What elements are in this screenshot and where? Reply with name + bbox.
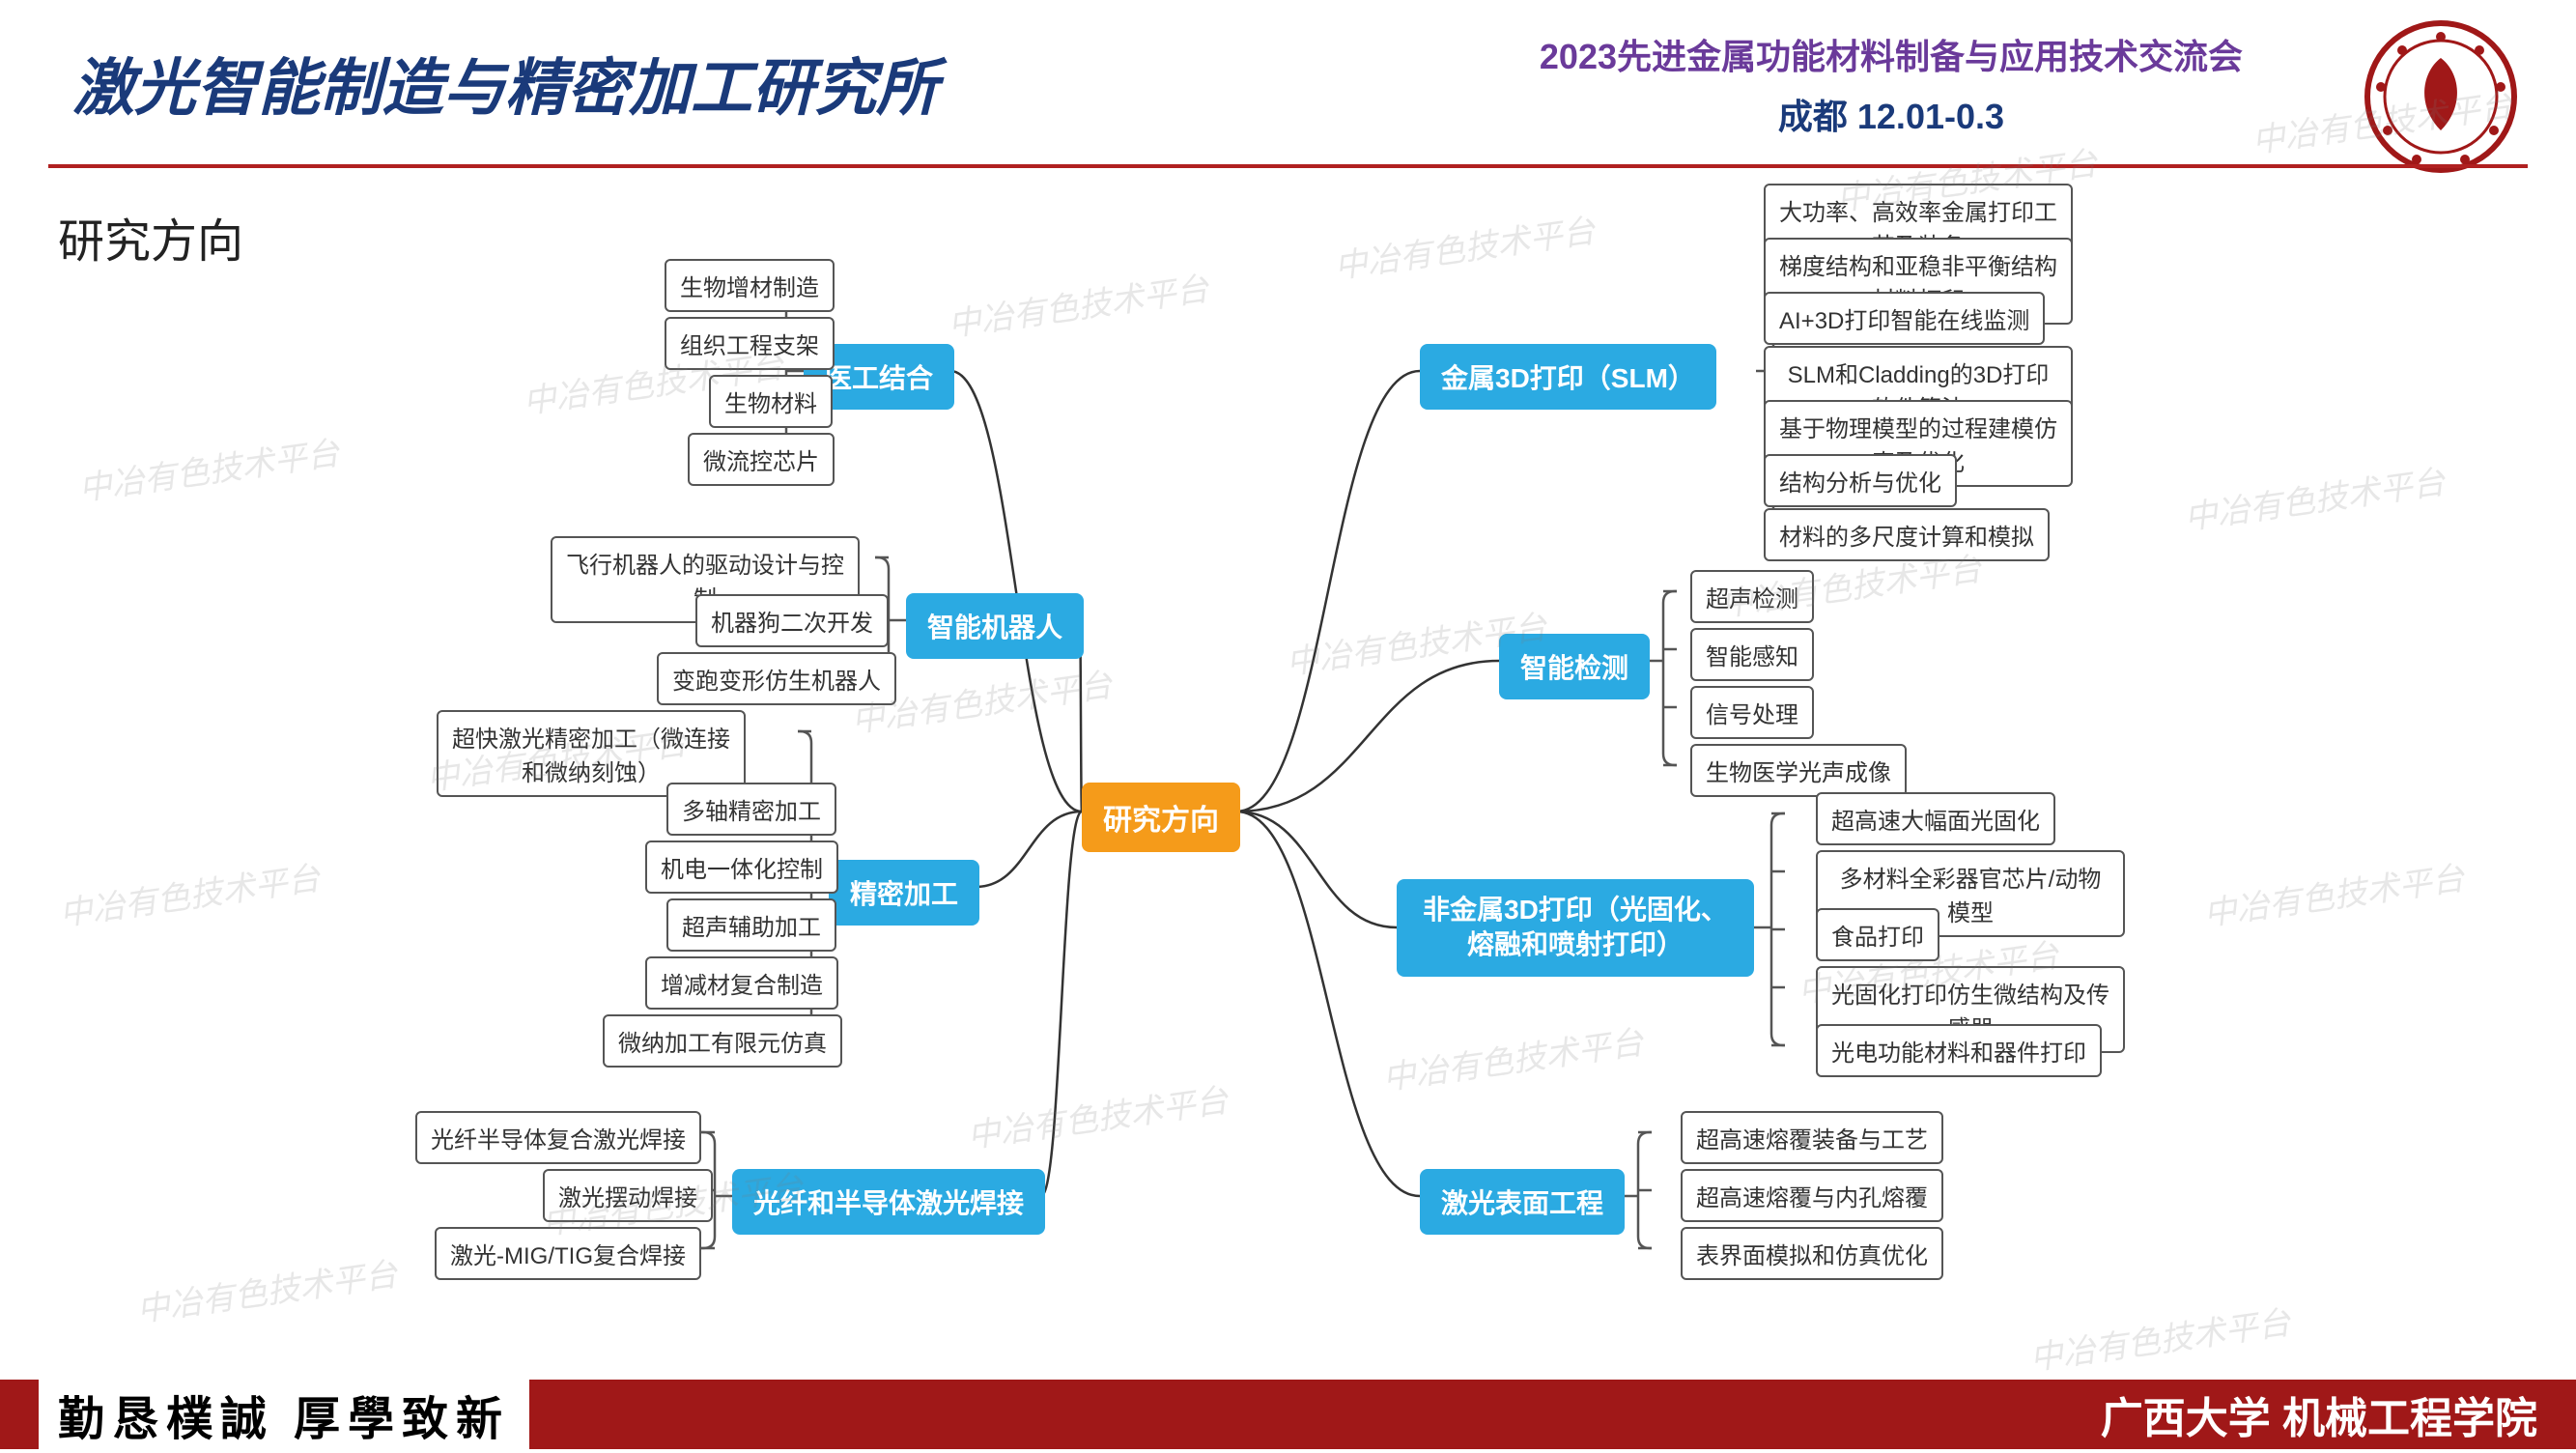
center-node: 研究方向	[1082, 783, 1240, 852]
leaf-node: 生物医学光声成像	[1690, 744, 1907, 797]
conference-name: 2023先进金属功能材料制备与应用技术交流会	[1540, 29, 2243, 79]
leaf-node: 材料的多尺度计算和模拟	[1764, 508, 2050, 561]
leaf-node: 增减材复合制造	[645, 956, 838, 1010]
leaf-node: 超高速熔覆装备与工艺	[1681, 1111, 1943, 1164]
leaf-node: 机电一体化控制	[645, 840, 838, 894]
leaf-node: 多轴精密加工	[666, 783, 836, 836]
footer-bar: 勤恳樸誠 厚學致新 广西大学 机械工程学院	[0, 1380, 2576, 1449]
leaf-node: 微纳加工有限元仿真	[603, 1014, 842, 1068]
motto-text: 勤恳樸誠 厚學致新	[39, 1376, 529, 1453]
leaf-node: 激光摆动焊接	[543, 1169, 713, 1222]
header-divider	[48, 164, 2528, 168]
leaf-node: 结构分析与优化	[1764, 454, 1957, 507]
branch-node: 金属3D打印（SLM）	[1420, 344, 1716, 410]
leaf-node: 超声辅助加工	[666, 898, 836, 952]
leaf-node: 生物增材制造	[665, 259, 835, 312]
leaf-node: 机器狗二次开发	[695, 594, 889, 647]
leaf-node: 食品打印	[1816, 908, 1939, 961]
leaf-node: 光电功能材料和器件打印	[1816, 1024, 2102, 1077]
conference-block: 2023先进金属功能材料制备与应用技术交流会 成都 12.01-0.3	[1540, 29, 2243, 139]
leaf-node: 激光-MIG/TIG复合焊接	[435, 1227, 701, 1280]
leaf-node: 超高速大幅面光固化	[1816, 792, 2055, 845]
branch-node: 智能检测	[1499, 634, 1650, 699]
leaf-node: 变跑变形仿生机器人	[657, 652, 896, 705]
branch-node: 智能机器人	[906, 593, 1084, 659]
leaf-node: 超高速熔覆与内孔熔覆	[1681, 1169, 1943, 1222]
mindmap-diagram: 研究方向医工结合生物增材制造组织工程支架生物材料微流控芯片智能机器人飞行机器人的…	[0, 184, 2576, 1343]
leaf-node: 光纤半导体复合激光焊接	[415, 1111, 701, 1164]
conference-location: 成都 12.01-0.3	[1540, 89, 2243, 139]
leaf-node: 生物材料	[709, 375, 833, 428]
branch-node: 激光表面工程	[1420, 1169, 1625, 1235]
leaf-node: AI+3D打印智能在线监测	[1764, 292, 2045, 345]
header: 激光智能制造与精密加工研究所 2023先进金属功能材料制备与应用技术交流会 成都…	[0, 0, 2576, 164]
leaf-node: 超声检测	[1690, 570, 1814, 623]
school-name: 广西大学 机械工程学院	[2101, 1383, 2537, 1445]
branch-node: 精密加工	[829, 860, 979, 926]
branch-node: 光纤和半导体激光焊接	[732, 1169, 1045, 1235]
leaf-node: 信号处理	[1690, 686, 1814, 739]
branch-node: 非金属3D打印（光固化、熔融和喷射打印）	[1397, 879, 1754, 977]
leaf-node: 表界面模拟和仿真优化	[1681, 1227, 1943, 1280]
leaf-node: 组织工程支架	[665, 317, 835, 370]
leaf-node: 微流控芯片	[688, 433, 835, 486]
leaf-node: 智能感知	[1690, 628, 1814, 681]
university-seal-icon	[2364, 19, 2518, 174]
main-title: 激光智能制造与精密加工研究所	[72, 39, 938, 128]
